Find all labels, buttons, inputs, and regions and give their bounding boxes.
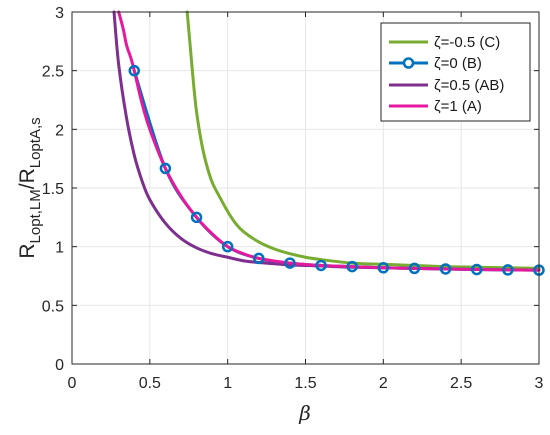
y-tick-label: 3 (55, 5, 64, 22)
data-point-zeta-0-b (346, 260, 358, 273)
data-point-zeta-0-b (315, 259, 327, 272)
y-axis-title-den: R (16, 168, 39, 183)
y-axis-title-slash: / (16, 183, 39, 189)
y-tick-label: 0 (55, 357, 64, 374)
legend-entry-zeta-0.5: ζ=0.5 (AB) (389, 77, 504, 94)
x-axis-title: β (298, 401, 311, 425)
data-point-zeta-0-b (190, 211, 203, 224)
series-line-zeta-0-5-c (185, 10, 541, 270)
x-tick-label: 1.5 (294, 375, 316, 392)
legend-marker-zeta-0 (402, 57, 415, 69)
data-point-zeta-0-b (128, 64, 141, 77)
legend-label-zeta-0.5: ζ=0.5 (AB) (434, 77, 504, 94)
legend-entry-zeta-minus-0.5: ζ=-0.5 (C) (389, 34, 500, 51)
data-point-zeta-0-b (253, 252, 265, 265)
axis-ticks (71, 11, 540, 365)
data-point-zeta-0-b (470, 263, 483, 276)
x-tick-label: 2.5 (450, 375, 472, 392)
data-point-zeta-0-b (439, 263, 452, 275)
legend-label-zeta-1: ζ=1 (A) (434, 98, 482, 115)
data-point-zeta-0-b (284, 257, 296, 269)
y-axis-title-num-sub: Lopt,LM (27, 189, 44, 243)
y-tick-label: 0.5 (42, 298, 64, 315)
x-tick-labels: 0 0.5 1 1.5 2 2.5 3 (68, 375, 544, 392)
y-axis-title: RLopt,LM/RLoptA,s (16, 117, 44, 258)
y-tick-labels: 0 0.5 1 1.5 2 2.5 3 (42, 5, 64, 374)
series-layer (112, 10, 545, 276)
x-tick-label: 2 (379, 375, 388, 392)
x-tick-label: 0.5 (139, 375, 161, 392)
data-point-zeta-0-b (408, 262, 421, 275)
legend-entry-zeta-0: ζ=0 (B) (389, 55, 482, 72)
legend-label-zeta-0: ζ=0 (B) (434, 55, 482, 72)
x-tick-label: 0 (68, 375, 77, 392)
legend-label-zeta-minus-0.5: ζ=-0.5 (C) (434, 34, 500, 51)
data-point-zeta-0-b (221, 240, 234, 253)
y-tick-label: 1.5 (42, 181, 64, 198)
y-tick-label: 2.5 (42, 64, 64, 81)
data-point-zeta-0-b (377, 262, 390, 274)
y-tick-label: 2 (55, 122, 64, 139)
y-axis-title-num: R (16, 243, 39, 258)
x-tick-label: 1 (223, 375, 232, 392)
legend: ζ=-0.5 (C) ζ=0 (B) ζ=0.5 (AB) ζ=1 (A) (380, 22, 531, 122)
legend-entry-zeta-1: ζ=1 (A) (389, 98, 482, 115)
data-point-zeta-0-b (502, 264, 514, 276)
x-tick-label: 3 (535, 375, 544, 392)
y-tick-label: 1 (55, 240, 64, 257)
y-axis-title-den-sub: LoptA,s (27, 117, 44, 168)
data-point-zeta-0-b (159, 162, 172, 175)
